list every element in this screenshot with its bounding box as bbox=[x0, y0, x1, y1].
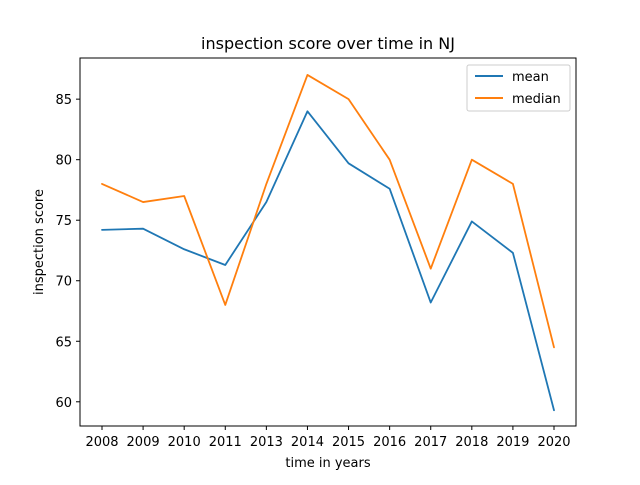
x-axis-ticks: 2008 2009 2010 2011 2013 2014 2015 2016 2017 2018… bbox=[85, 426, 571, 450]
x-tick-label: 2018 bbox=[455, 435, 488, 450]
x-tick-label: 2009 bbox=[127, 435, 160, 450]
chart-title: inspection score over time in NJ bbox=[201, 34, 455, 53]
x-tick-label: 2014 bbox=[291, 435, 324, 450]
y-tick-label: 60 bbox=[55, 396, 72, 411]
y-tick-label: 70 bbox=[55, 275, 72, 290]
legend-label-mean: mean bbox=[512, 70, 549, 85]
y-tick-label: 85 bbox=[55, 93, 72, 108]
legend: mean median bbox=[466, 64, 571, 112]
x-tick-label: 2015 bbox=[332, 435, 365, 450]
x-tick-label: 2010 bbox=[168, 435, 201, 450]
y-tick-label: 80 bbox=[55, 154, 72, 169]
y-axis-label: inspection score bbox=[32, 189, 47, 295]
x-tick-label: 2017 bbox=[414, 435, 447, 450]
x-tick-label: 2011 bbox=[209, 435, 242, 450]
x-tick-label: 2020 bbox=[537, 435, 570, 450]
series-lines bbox=[101, 74, 555, 412]
y-tick-label: 75 bbox=[55, 214, 72, 229]
series-line-median bbox=[101, 74, 555, 349]
y-tick-label: 65 bbox=[55, 335, 72, 350]
legend-label-median: median bbox=[512, 92, 561, 107]
x-tick-label: 2016 bbox=[373, 435, 406, 450]
x-tick-label: 2013 bbox=[250, 435, 283, 450]
x-tick-label: 2008 bbox=[85, 435, 118, 450]
axes-frame bbox=[79, 57, 577, 427]
x-axis-label: time in years bbox=[285, 456, 370, 471]
y-axis-ticks: 60 65 70 75 80 85 bbox=[55, 93, 80, 411]
series-line-mean bbox=[101, 110, 555, 412]
x-tick-label: 2019 bbox=[496, 435, 529, 450]
